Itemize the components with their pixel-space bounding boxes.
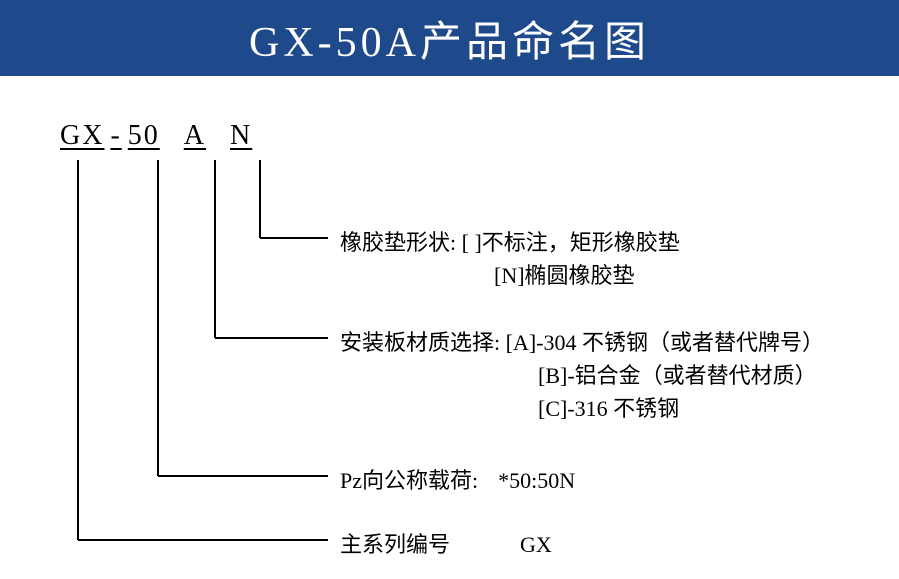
desc-option: [B]-铝合金（或者替代材质） [340,359,824,392]
desc-series: 主系列编号 GX [340,528,552,561]
desc-material: 安装板材质选择: [A]-304 不锈钢（或者替代牌号） [B]-铝合金（或者替代… [340,326,824,425]
desc-value: GX [520,532,552,557]
desc-label: 橡胶垫形状: [340,230,462,255]
naming-diagram: GX-50 A N 橡胶垫形状: [ ]不标注，矩形橡胶垫[N]椭圆橡胶垫安装板… [0,76,899,579]
desc-option: [C]-316 不锈钢 [340,392,824,425]
desc-option: [N]椭圆橡胶垫 [340,259,680,292]
desc-label: Pz向公称载荷: [340,468,478,493]
desc-rubber: 橡胶垫形状: [ ]不标注，矩形橡胶垫 [N]椭圆橡胶垫 [340,226,680,292]
desc-label: 安装板材质选择: [340,330,506,355]
desc-value: *50:50N [498,468,575,493]
page-title: GX-50A产品命名图 [249,8,650,69]
header-banner: GX-50A产品命名图 [0,0,899,76]
desc-load: Pz向公称载荷: *50:50N [340,464,575,497]
desc-option: [A]-304 不锈钢（或者替代牌号） [506,330,824,355]
desc-option: [ ]不标注，矩形橡胶垫 [462,230,680,255]
desc-label: 主系列编号 [340,532,450,557]
